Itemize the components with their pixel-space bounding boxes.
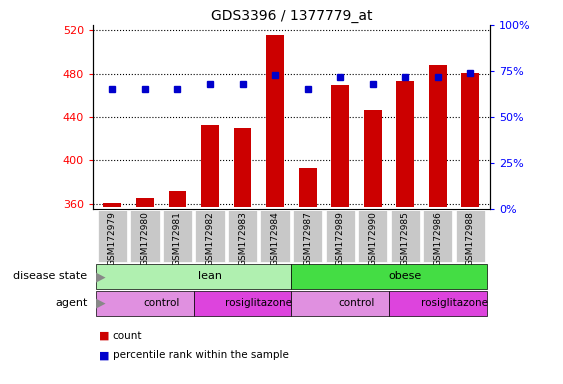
Text: obese: obese	[388, 271, 422, 281]
Text: GSM172983: GSM172983	[238, 212, 247, 266]
Text: GSM172984: GSM172984	[271, 212, 280, 266]
FancyBboxPatch shape	[292, 264, 486, 289]
Text: rosiglitazone: rosiglitazone	[225, 298, 292, 308]
FancyBboxPatch shape	[98, 210, 127, 262]
Bar	[168, 191, 186, 207]
Bar	[136, 199, 154, 207]
Text: count: count	[113, 331, 142, 341]
Bar	[364, 109, 382, 207]
Text: agent: agent	[55, 298, 87, 308]
FancyBboxPatch shape	[96, 264, 292, 289]
Bar	[331, 84, 349, 207]
Title: GDS3396 / 1377779_at: GDS3396 / 1377779_at	[211, 8, 372, 23]
FancyBboxPatch shape	[163, 210, 192, 262]
FancyBboxPatch shape	[389, 291, 486, 316]
Text: ▶: ▶	[96, 270, 105, 283]
Text: disease state: disease state	[13, 271, 87, 281]
Text: GSM172981: GSM172981	[173, 212, 182, 266]
Text: control: control	[338, 298, 374, 308]
Bar	[234, 128, 252, 207]
Bar	[104, 203, 122, 207]
Text: ■: ■	[99, 350, 109, 360]
Bar	[429, 65, 446, 207]
Text: lean: lean	[198, 271, 222, 281]
FancyBboxPatch shape	[455, 210, 485, 262]
FancyBboxPatch shape	[261, 210, 290, 262]
FancyBboxPatch shape	[228, 210, 257, 262]
FancyBboxPatch shape	[195, 210, 225, 262]
FancyBboxPatch shape	[96, 291, 194, 316]
Text: GSM172985: GSM172985	[401, 212, 410, 266]
Bar	[396, 81, 414, 207]
Bar	[461, 73, 479, 207]
FancyBboxPatch shape	[292, 291, 389, 316]
Text: GSM172989: GSM172989	[336, 212, 345, 266]
Text: GSM172986: GSM172986	[434, 212, 443, 266]
Bar	[201, 125, 219, 207]
Text: GSM172982: GSM172982	[205, 212, 215, 266]
FancyBboxPatch shape	[325, 210, 355, 262]
FancyBboxPatch shape	[358, 210, 387, 262]
FancyBboxPatch shape	[423, 210, 453, 262]
Text: GSM172980: GSM172980	[140, 212, 149, 266]
FancyBboxPatch shape	[391, 210, 420, 262]
Text: GSM172990: GSM172990	[368, 212, 377, 266]
Text: percentile rank within the sample: percentile rank within the sample	[113, 350, 288, 360]
Text: rosiglitazone: rosiglitazone	[421, 298, 488, 308]
Text: ▶: ▶	[96, 297, 105, 310]
FancyBboxPatch shape	[194, 291, 292, 316]
Bar	[266, 35, 284, 207]
Text: GSM172979: GSM172979	[108, 212, 117, 266]
Text: GSM172987: GSM172987	[303, 212, 312, 266]
FancyBboxPatch shape	[293, 210, 322, 262]
FancyBboxPatch shape	[130, 210, 159, 262]
Bar	[299, 168, 316, 207]
Text: control: control	[143, 298, 180, 308]
Text: GSM172988: GSM172988	[466, 212, 475, 266]
Text: ■: ■	[99, 331, 109, 341]
